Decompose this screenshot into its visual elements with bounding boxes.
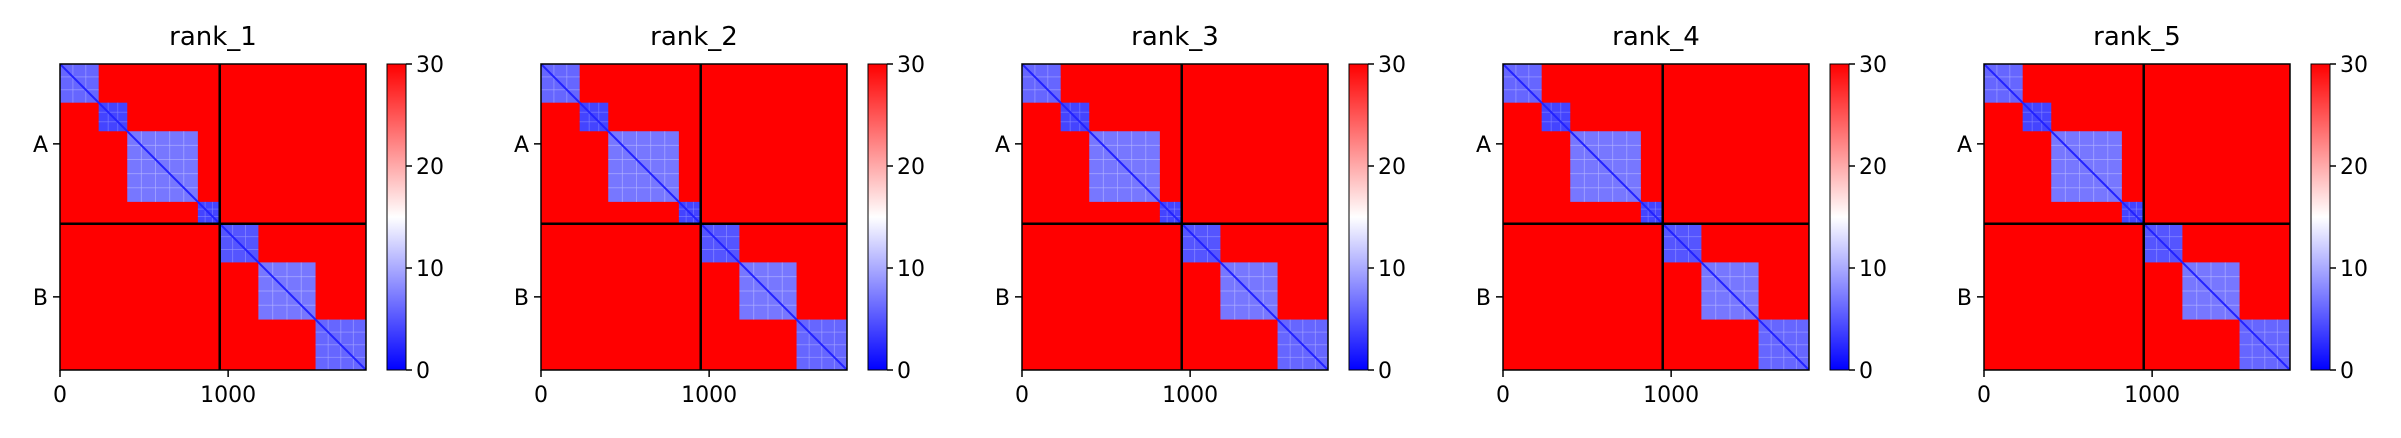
x-tick-label: 1000 xyxy=(1162,383,1218,408)
heatmap-cells xyxy=(1984,64,2290,370)
x-tick-label: 0 xyxy=(1977,383,1991,408)
colorbar-tick-label: 0 xyxy=(897,359,911,384)
panel-title: rank_1 xyxy=(169,22,257,52)
colorbar-tick-label: 30 xyxy=(416,53,444,78)
y-tick-label-chain-B: B xyxy=(1957,286,1972,311)
colorbar xyxy=(386,63,407,371)
heatmap-panel-4: rank_4 A B 0 1000 0 10 20 30 xyxy=(1476,22,1887,408)
colorbar-tick-label: 30 xyxy=(1378,53,1406,78)
colorbar-tick-label: 10 xyxy=(416,257,444,282)
colorbar xyxy=(1829,63,1850,371)
colorbar-tick-label: 0 xyxy=(2340,359,2354,384)
heatmap-panel-2: rank_2 A B 0 1000 0 10 20 30 xyxy=(514,22,925,408)
colorbar-tick-label: 20 xyxy=(1378,155,1406,180)
heatmap-cells xyxy=(541,64,847,370)
x-tick-label: 1000 xyxy=(2124,383,2180,408)
y-tick-label-chain-B: B xyxy=(514,286,529,311)
y-tick-label-chain-A: A xyxy=(33,133,48,158)
y-tick-label-chain-A: A xyxy=(514,133,529,158)
colorbar-tick-label: 10 xyxy=(2340,257,2368,282)
colorbar-tick-label: 30 xyxy=(1859,53,1887,78)
colorbar-tick-label: 30 xyxy=(897,53,925,78)
colorbar-tick-label: 10 xyxy=(897,257,925,282)
panel-title: rank_4 xyxy=(1612,22,1700,52)
heatmap-panel-3: rank_3 A B 0 1000 0 10 20 30 xyxy=(995,22,1406,408)
y-tick-label-chain-A: A xyxy=(995,133,1010,158)
heatmap-cells xyxy=(60,64,366,370)
x-tick-label: 1000 xyxy=(681,383,737,408)
y-tick-label-chain-B: B xyxy=(1476,286,1491,311)
plot-frame xyxy=(540,63,848,371)
x-tick-label: 0 xyxy=(1015,383,1029,408)
x-tick-label: 0 xyxy=(53,383,67,408)
colorbar-tick-label: 20 xyxy=(416,155,444,180)
colorbar-tick-label: 20 xyxy=(2340,155,2368,180)
y-tick-label-chain-B: B xyxy=(995,286,1010,311)
colorbar-tick-label: 20 xyxy=(1859,155,1887,180)
panel-title: rank_3 xyxy=(1131,22,1219,52)
diagonal xyxy=(1022,64,1328,370)
x-tick-label: 0 xyxy=(534,383,548,408)
plot-frame xyxy=(1502,63,1810,371)
colorbar xyxy=(1348,63,1369,371)
plot-frame xyxy=(1983,63,2291,371)
colorbar xyxy=(867,63,888,371)
heatmap-panel-1: rank_1 A B 0 1000 0 10 20 30 xyxy=(33,22,444,408)
diagonal xyxy=(1503,64,1809,370)
colorbar-tick-label: 10 xyxy=(1859,257,1887,282)
plot-frame xyxy=(1021,63,1329,371)
colorbar xyxy=(2310,63,2331,371)
diagonal xyxy=(60,64,366,370)
y-tick-label-chain-A: A xyxy=(1476,133,1491,158)
colorbar-tick-label: 10 xyxy=(1378,257,1406,282)
x-tick-label: 0 xyxy=(1496,383,1510,408)
colorbar-tick-label: 0 xyxy=(1378,359,1392,384)
colorbar-tick-label: 30 xyxy=(2340,53,2368,78)
plot-frame xyxy=(59,63,367,371)
panel-title: rank_2 xyxy=(650,22,738,52)
colorbar-tick-label: 0 xyxy=(1859,359,1873,384)
colorbar-tick-label: 0 xyxy=(416,359,430,384)
x-tick-label: 1000 xyxy=(1643,383,1699,408)
colorbar-tick-label: 20 xyxy=(897,155,925,180)
x-tick-label: 1000 xyxy=(200,383,256,408)
diagonal xyxy=(541,64,847,370)
diagonal xyxy=(1984,64,2290,370)
y-tick-label-chain-B: B xyxy=(33,286,48,311)
panel-title: rank_5 xyxy=(2093,22,2181,52)
heatmap-cells xyxy=(1503,64,1809,370)
y-tick-label-chain-A: A xyxy=(1957,133,1972,158)
heatmap-panel-5: rank_5 A B 0 1000 0 10 20 30 xyxy=(1957,22,2368,408)
heatmap-cells xyxy=(1022,64,1328,370)
